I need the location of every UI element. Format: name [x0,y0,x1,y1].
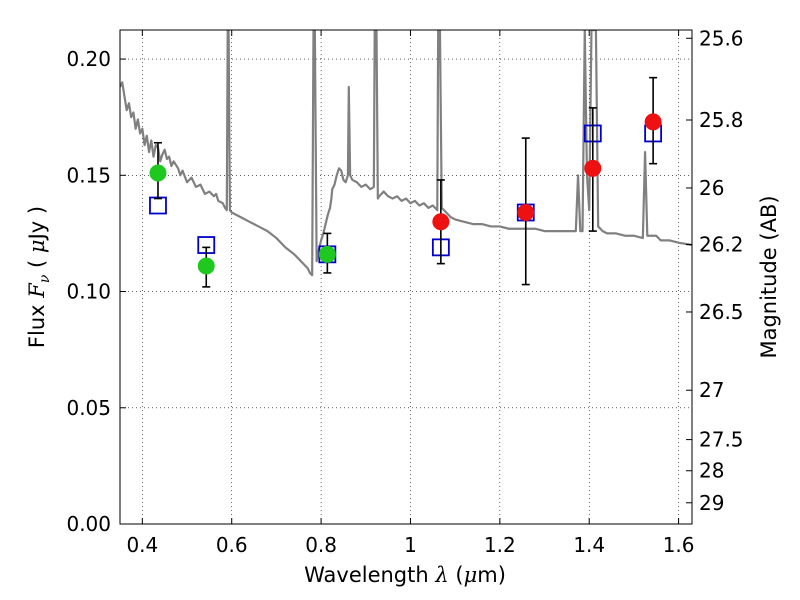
y2-axis-label: Magnitude (AB) [757,195,781,358]
observed-optical-point [149,164,167,182]
x-tick-label: 0.6 [216,533,248,557]
x-tick-label: 0.8 [305,533,337,557]
y-axis-label: Flux Fν ( μJy ) [25,206,53,348]
x-tick-label: 0.4 [126,533,158,557]
y2-tick-label: 29 [699,491,724,515]
observed-nir-point [517,203,535,221]
y-tick-label: 0.20 [66,47,111,71]
model-photometry-point [149,196,167,215]
error-bars [149,76,662,288]
observed-nir-point [644,113,662,131]
y2-tick-label: 25.8 [699,108,744,132]
model-spectrum-line [120,30,692,277]
y-tick-label: 0.15 [66,163,111,187]
x-tick-label: 1.2 [484,533,516,557]
y2-tick-label: 27 [699,378,724,402]
x-tick-label: 1.4 [573,533,605,557]
observed-nir-point [584,159,602,177]
observed-optical-point [318,245,336,263]
y2-tick-label: 26.5 [699,300,744,324]
x-axis-label: Wavelength λ (μm) [304,563,506,587]
x-tick-label: 1.6 [663,533,695,557]
observed-nir-point [432,213,450,231]
axis-ticks: 0.4 0.6 0.8 1 1.2 1.4 1.6 0.00 0.05 0.10 0.15 0.20 2… [66,26,743,557]
y2-tick-label: 26.2 [699,232,744,256]
y-tick-label: 0.10 [66,280,111,304]
y-tick-label: 0.05 [66,396,111,420]
y-tick-label: 0.00 [66,512,111,536]
y2-tick-label: 27.5 [699,428,744,452]
y2-tick-label: 28 [699,459,724,483]
observed-optical-point [197,257,215,275]
y2-tick-label: 25.6 [699,26,744,50]
y2-tick-label: 26 [699,176,724,200]
plot-frame [119,29,693,525]
x-tick-label: 1 [404,533,417,557]
plot-area [120,30,692,277]
